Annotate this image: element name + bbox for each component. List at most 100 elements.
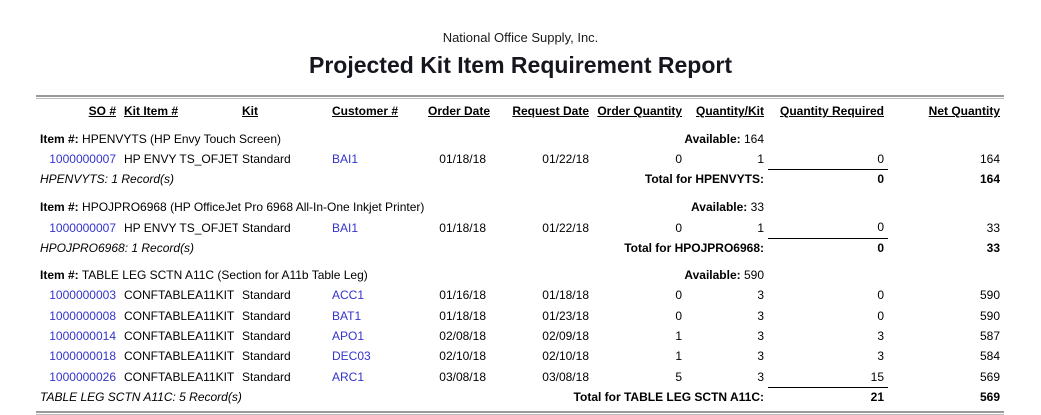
so-cell: 1000000007: [36, 217, 120, 238]
request-date-cell: 01/22/18: [542, 152, 589, 167]
item-number-label: Item #:: [40, 131, 79, 146]
available-cell: Available: 33: [593, 191, 768, 217]
kit-cell: Standard: [242, 220, 291, 235]
request-date-cell: 01/23/18: [542, 308, 589, 323]
section-header-row: Item #: HPOJPRO6968 (HP OfficeJet Pro 69…: [36, 191, 1004, 217]
section-header-row: Item #: TABLE LEG SCTN A11C (Section for…: [36, 259, 1004, 285]
available-cell: Available: 164: [593, 123, 768, 149]
kit-cell: Standard: [242, 349, 291, 364]
item-heading: Item #: HPOJPRO6968 (HP OfficeJet Pro 69…: [36, 191, 593, 217]
col-header-so-number[interactable]: SO #: [88, 104, 116, 119]
so-cell: 1000000014: [36, 326, 120, 346]
col-header-quantity-per-kit[interactable]: Quantity/Kit: [696, 104, 764, 119]
customer-link[interactable]: APO1: [332, 329, 365, 344]
available-label: Available:: [684, 131, 741, 146]
col-header-order-date[interactable]: Order Date: [428, 104, 490, 119]
net-qty-cell: 33: [986, 220, 1000, 235]
customer-link[interactable]: DEC03: [332, 349, 371, 364]
customer-link[interactable]: BAI1: [332, 220, 359, 235]
kit-item-cell: CONFTABLEA11KIT: [124, 370, 235, 385]
table-row: 1000000007 HP ENVY TS_OFJET Standard BAI…: [36, 217, 1004, 238]
so-link[interactable]: 1000000008: [49, 308, 116, 323]
section-header-row: Item #: HPENVYTS (HP Envy Touch Screen) …: [36, 123, 1004, 149]
customer-link[interactable]: ARC1: [332, 370, 365, 385]
kit-cell: Standard: [242, 329, 291, 344]
report-table: SO # Kit Item # Kit Customer # Order Dat…: [36, 102, 1004, 409]
so-cell: 1000000003: [36, 285, 120, 305]
col-header-quantity-required[interactable]: Quantity Required: [779, 104, 884, 119]
available-label: Available:: [684, 267, 741, 282]
spacer-cell: [768, 123, 1004, 149]
section-total-row: TABLE LEG SCTN A11C: 5 Record(s) Total f…: [36, 387, 1004, 409]
kit-item-cell: CONFTABLEA11KIT: [124, 288, 235, 303]
col-header-order-quantity[interactable]: Order Quantity: [597, 104, 682, 119]
so-link[interactable]: 1000000007: [49, 220, 116, 235]
net-qty-cell: 590: [979, 288, 1000, 303]
qty-required-cell: 3: [877, 349, 884, 364]
item-name: HPENVYTS (HP Envy Touch Screen): [82, 131, 281, 146]
so-link[interactable]: 1000000014: [49, 329, 116, 344]
order-date-cell: 02/08/18: [439, 329, 486, 344]
qty-required-cell: 0: [877, 288, 884, 303]
so-link[interactable]: 1000000007: [49, 152, 116, 167]
customer-cell: DEC03: [328, 346, 424, 366]
request-date-cell: 01/18/18: [542, 288, 589, 303]
order-qty-cell: 1: [675, 349, 682, 364]
net-qty-cell: 590: [979, 308, 1000, 323]
request-date-cell: 02/10/18: [542, 349, 589, 364]
customer-link[interactable]: BAT1: [332, 308, 362, 323]
customer-link[interactable]: BAI1: [332, 152, 359, 167]
total-label: Total for TABLE LEG SCTN A11C:: [573, 390, 764, 405]
so-link[interactable]: 1000000003: [49, 288, 116, 303]
order-qty-cell: 5: [675, 370, 682, 385]
request-date-cell: 02/09/18: [542, 329, 589, 344]
company-name: National Office Supply, Inc.: [442, 30, 599, 45]
order-qty-cell: 1: [675, 329, 682, 344]
customer-link[interactable]: ACC1: [332, 288, 365, 303]
spacer-cell: [768, 191, 1004, 217]
records-count: HPENVYTS: 1 Record(s): [40, 172, 175, 187]
qty-per-kit-cell: 1: [757, 220, 764, 235]
qty-required-cell: 3: [877, 329, 884, 344]
order-date-cell: 02/10/18: [439, 349, 486, 364]
order-qty-cell: 0: [675, 152, 682, 167]
col-header-kit-item[interactable]: Kit Item #: [124, 104, 179, 119]
available-value: 590: [743, 267, 764, 282]
col-header-net-quantity[interactable]: Net Quantity: [928, 104, 1000, 119]
col-header-request-date[interactable]: Request Date: [512, 104, 589, 119]
order-date-cell: 03/08/18: [439, 370, 486, 385]
table-row: 1000000026 CONFTABLEA11KIT Standard ARC1…: [36, 367, 1004, 388]
item-number-label: Item #:: [40, 199, 79, 214]
report-title: Projected Kit Item Requirement Report: [308, 51, 733, 78]
table-row: 1000000003 CONFTABLEA11KIT Standard ACC1…: [36, 285, 1004, 305]
total-qty-required: 0: [768, 169, 888, 191]
qty-required-cell: 15: [870, 369, 884, 384]
kit-item-cell: CONFTABLEA11KIT: [124, 308, 235, 323]
table-row: 1000000018 CONFTABLEA11KIT Standard DEC0…: [36, 346, 1004, 366]
so-cell: 1000000008: [36, 306, 120, 326]
col-header-kit[interactable]: Kit: [242, 104, 258, 119]
item-heading: Item #: TABLE LEG SCTN A11C (Section for…: [36, 259, 593, 285]
request-date-cell: 03/08/18: [542, 370, 589, 385]
table-row: 1000000014 CONFTABLEA11KIT Standard APO1…: [36, 326, 1004, 346]
so-link[interactable]: 1000000026: [49, 370, 116, 385]
kit-cell: Standard: [242, 152, 291, 167]
records-count: TABLE LEG SCTN A11C: 5 Record(s): [40, 390, 242, 405]
qty-required-cell: 0: [877, 308, 884, 323]
order-qty-cell: 0: [675, 308, 682, 323]
item-name: TABLE LEG SCTN A11C (Section for A11b Ta…: [81, 267, 368, 282]
item-number-label: Item #:: [40, 267, 79, 282]
qty-per-kit-cell: 3: [757, 349, 764, 364]
order-date-cell: 01/18/18: [439, 152, 486, 167]
kit-item-cell: HP ENVY TS_OFJET: [124, 220, 238, 235]
total-net-qty: 33: [986, 240, 1000, 255]
qty-per-kit-cell: 3: [757, 308, 764, 323]
so-link[interactable]: 1000000018: [49, 349, 116, 364]
section-total-row: HPOJPRO6968: 1 Record(s) Total for HPOJP…: [36, 237, 1004, 259]
col-header-customer[interactable]: Customer #: [332, 104, 399, 119]
qty-per-kit-cell: 3: [757, 370, 764, 385]
total-label: Total for HPENVYTS:: [644, 172, 764, 187]
order-qty-cell: 0: [675, 288, 682, 303]
net-qty-cell: 584: [979, 349, 1000, 364]
